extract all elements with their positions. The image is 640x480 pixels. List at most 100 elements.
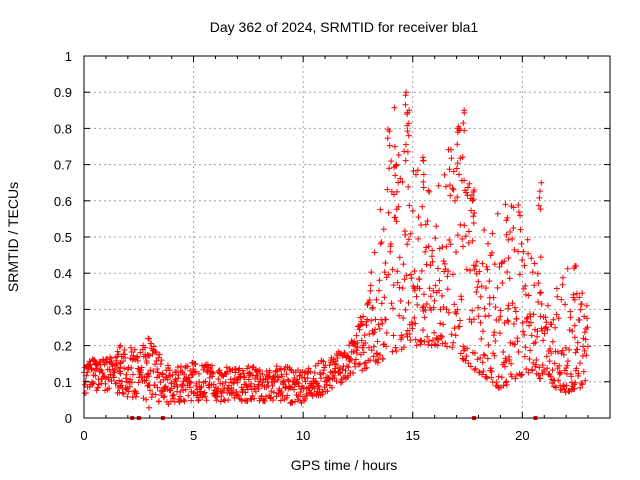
- data-point: [537, 289, 544, 296]
- data-point: [439, 292, 446, 299]
- data-point: [399, 178, 406, 185]
- data-point: [228, 390, 235, 397]
- data-point: [530, 311, 537, 318]
- data-point: [368, 269, 375, 276]
- data-point: [333, 360, 340, 367]
- data-point: [135, 379, 142, 386]
- data-point: [579, 352, 586, 359]
- data-point: [97, 361, 104, 368]
- data-point: [187, 379, 194, 386]
- data-point: [416, 285, 423, 292]
- data-point: [264, 374, 271, 381]
- data-point: [282, 385, 289, 392]
- data-point: [454, 306, 461, 313]
- data-point: [472, 350, 479, 357]
- data-point: [412, 171, 419, 178]
- data-point: [376, 277, 383, 284]
- data-point: [551, 360, 558, 367]
- data-point: [552, 324, 559, 331]
- data-point: [407, 230, 414, 237]
- data-point: [395, 179, 402, 186]
- data-point: [525, 292, 532, 299]
- data-point: [562, 301, 569, 308]
- data-point: [443, 243, 450, 250]
- data-point: [406, 331, 413, 338]
- data-point: [450, 186, 457, 193]
- data-point: [409, 325, 416, 332]
- data-point: [258, 393, 265, 400]
- data-point: [484, 266, 491, 273]
- data-point: [268, 388, 275, 395]
- data-point: [488, 368, 495, 375]
- data-point: [87, 361, 94, 368]
- data-point: [569, 328, 576, 335]
- data-point: [561, 385, 568, 392]
- data-point: [440, 258, 447, 265]
- data-point: [506, 356, 513, 363]
- data-point: [186, 380, 193, 387]
- data-point: [564, 358, 571, 365]
- data-point: [295, 393, 302, 400]
- x-tick-label: 15: [406, 428, 420, 443]
- data-point: [496, 330, 503, 337]
- data-point: [229, 366, 236, 373]
- data-point: [150, 343, 157, 350]
- data-point: [412, 336, 419, 343]
- data-point: [494, 210, 501, 217]
- data-point: [381, 269, 388, 276]
- data-point: [420, 171, 427, 178]
- data-point: [320, 370, 327, 377]
- data-point: [339, 366, 346, 373]
- data-point: [538, 179, 545, 186]
- data-point: [182, 386, 189, 393]
- data-point: [513, 315, 520, 322]
- data-point: [389, 305, 396, 312]
- data-point: [580, 368, 587, 375]
- data-point: [519, 328, 526, 335]
- data-point: [138, 364, 145, 371]
- data-point: [537, 206, 544, 213]
- data-point: [510, 204, 517, 211]
- data-point: [406, 202, 413, 209]
- data-point: [118, 378, 125, 385]
- data-point: [515, 208, 522, 215]
- data-point: [491, 352, 498, 359]
- data-point: [351, 360, 358, 367]
- data-point: [559, 281, 566, 288]
- data-point: [486, 301, 493, 308]
- data-point: [400, 344, 407, 351]
- data-point: [443, 306, 450, 313]
- data-point: [413, 342, 420, 349]
- data-point: [350, 348, 357, 355]
- data-point: [531, 326, 538, 333]
- data-point: [518, 240, 525, 247]
- data-point: [535, 202, 542, 209]
- data-point: [252, 388, 259, 395]
- data-point: [169, 371, 176, 378]
- data-point: [535, 372, 542, 379]
- data-point: [421, 291, 428, 298]
- data-point: [149, 347, 156, 354]
- data-point: [331, 375, 338, 382]
- data-point: [432, 235, 439, 242]
- data-point: [418, 267, 425, 274]
- data-point: [382, 260, 389, 267]
- data-point: [117, 342, 124, 349]
- data-point: [412, 320, 419, 327]
- data-point: [270, 389, 277, 396]
- data-point: [404, 148, 411, 155]
- data-point: [401, 276, 408, 283]
- data-point: [388, 300, 395, 307]
- data-point: [541, 368, 548, 375]
- data-point: [515, 348, 522, 355]
- data-point: [508, 373, 515, 380]
- data-point: [399, 334, 406, 341]
- data-point: [447, 241, 454, 248]
- data-point: [536, 194, 543, 201]
- data-point: [578, 301, 585, 308]
- data-point: [370, 343, 377, 350]
- data-point: [516, 271, 523, 278]
- data-point: [262, 393, 269, 400]
- x-tick-label: 0: [80, 428, 87, 443]
- data-point: [146, 404, 153, 411]
